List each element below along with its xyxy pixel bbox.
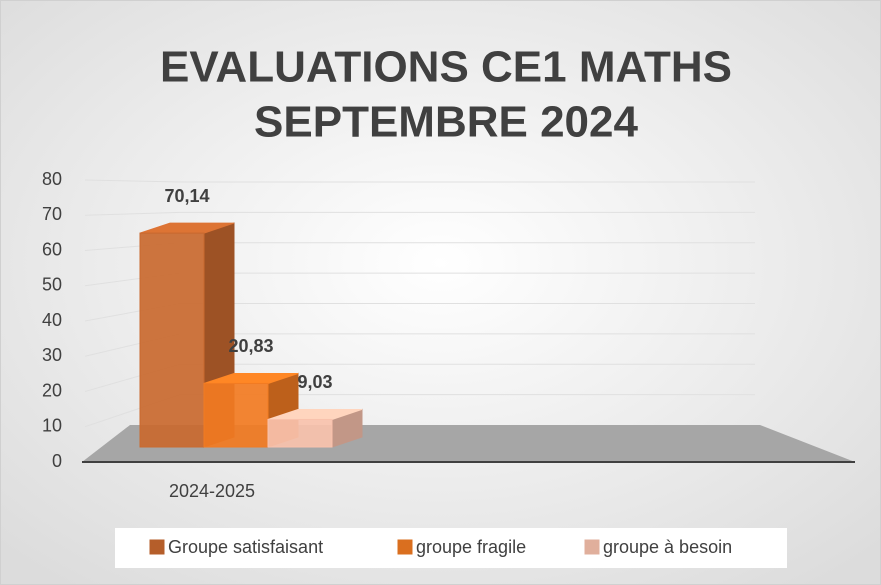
legend-swatch [149,539,165,555]
legend-swatch [584,539,600,555]
data-label: 70,14 [164,186,209,206]
y-tick-label: 20 [42,380,62,400]
bar [267,418,333,448]
x-tick-label: 2024-2025 [169,481,255,501]
y-tick-label: 0 [52,451,62,471]
grid-line [84,211,181,216]
y-tick-label: 50 [42,275,62,295]
legend-label: Groupe satisfaisant [168,537,323,557]
chart-title: SEPTEMBRE 2024 [254,98,638,147]
y-tick-label: 30 [42,345,62,365]
chart-title: EVALUATIONS CE1 MATHS [160,43,732,92]
legend-label: groupe à besoin [603,537,732,557]
legend-swatch [397,539,413,555]
data-label: 9,03 [297,372,332,392]
bar [203,382,269,448]
y-tick-label: 60 [42,239,62,259]
bar [139,232,205,448]
legend-label: groupe fragile [416,537,526,557]
y-tick-label: 10 [42,416,62,436]
y-tick-label: 40 [42,310,62,330]
y-tick-label: 70 [42,204,62,224]
data-label: 20,83 [228,336,273,356]
y-tick-label: 80 [42,169,62,189]
legend-box [115,528,787,568]
grid-line [84,179,181,183]
